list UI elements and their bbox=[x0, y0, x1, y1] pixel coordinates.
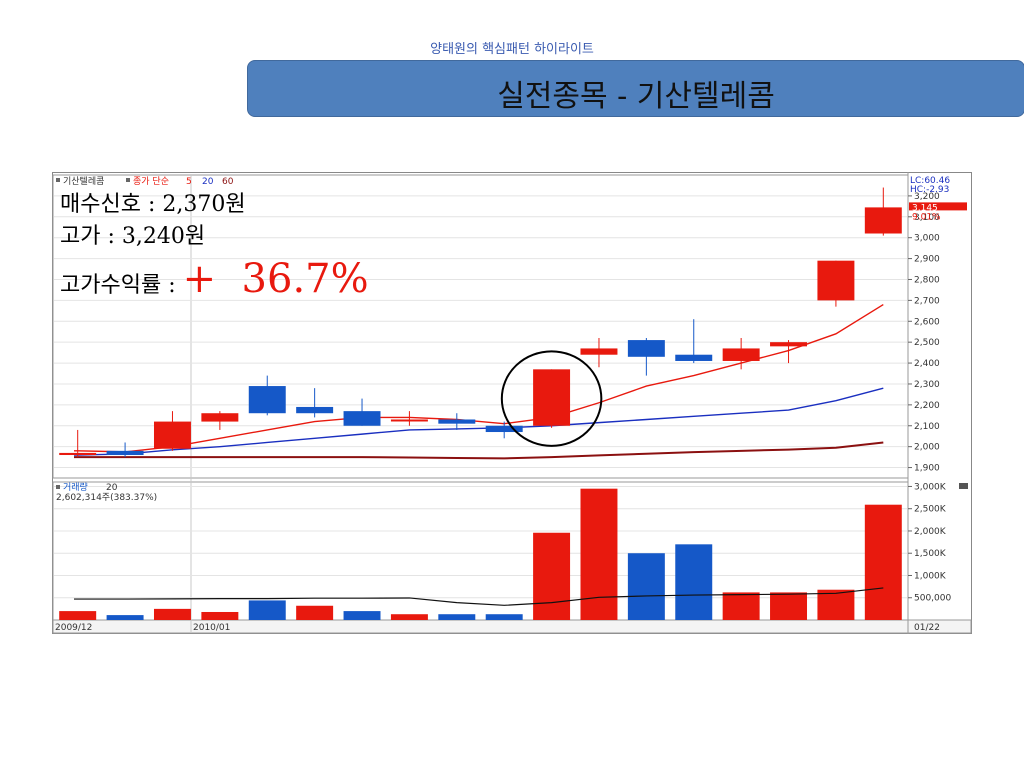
candle-body bbox=[675, 354, 713, 361]
volume-tick-label: 2,000K bbox=[914, 527, 947, 537]
price-tick-label: 2,000 bbox=[914, 443, 940, 453]
legend-marker-icon bbox=[56, 178, 60, 182]
candle-body bbox=[627, 340, 665, 357]
candle-body bbox=[390, 419, 428, 422]
volume-bar bbox=[722, 592, 760, 620]
volume-bar bbox=[485, 614, 523, 620]
slide-subtitle: 양태원의 핵심패턴 하이라이트 bbox=[430, 42, 594, 57]
stock-chart: 3,200 3,100 3,000 2,900 2,800 2,700 2,600 2,500… bbox=[52, 172, 972, 634]
volume-bar bbox=[296, 605, 334, 620]
price-tick-label: 2,500 bbox=[914, 338, 940, 348]
price-tick-label: 2,200 bbox=[914, 401, 940, 411]
price-tick-label: 2,400 bbox=[914, 359, 940, 369]
slide-title-box: 실전종목 - 기산텔레콤 bbox=[247, 60, 1024, 117]
candle-body bbox=[817, 260, 855, 301]
legend-ma-marker-icon bbox=[126, 178, 130, 182]
candle-body bbox=[296, 406, 334, 414]
legend-ma20: 20 bbox=[202, 177, 214, 187]
buy-signal-circle bbox=[500, 350, 603, 447]
date-label-month: 2010/01 bbox=[193, 623, 230, 633]
volume-legend-value: 2,602,314주(383.37%) bbox=[56, 492, 157, 503]
slide-title: 실전종목 - 기산텔레콤 bbox=[497, 79, 775, 114]
price-tick-label: 3,000 bbox=[914, 234, 940, 244]
price-tick-label: 2,300 bbox=[914, 380, 940, 390]
volume-bar bbox=[580, 488, 618, 620]
candle-body bbox=[864, 207, 902, 234]
volume-bar bbox=[201, 611, 239, 620]
volume-panel bbox=[52, 481, 909, 621]
return-rate-value: + 36.7% bbox=[182, 256, 369, 302]
price-tick-label: 2,700 bbox=[914, 296, 940, 306]
volume-bar bbox=[343, 611, 381, 620]
volume-bar bbox=[390, 614, 428, 620]
panel-toggle-icon[interactable] bbox=[959, 483, 968, 489]
volume-bar bbox=[675, 544, 713, 620]
price-axis-ticks: 3,200 3,100 3,000 2,900 2,800 2,700 2,600 2,500… bbox=[908, 192, 940, 474]
legend-ma-label: 종가 단순 bbox=[133, 176, 169, 187]
volume-legend-name: 거래량 bbox=[63, 481, 88, 493]
volume-bar bbox=[627, 553, 665, 620]
hc-label: HC:-2.93 bbox=[910, 185, 949, 195]
volume-bar bbox=[864, 504, 902, 620]
candle-body bbox=[343, 411, 381, 426]
price-tick-label: 2,600 bbox=[914, 317, 940, 327]
volume-tick-label: 1,500K bbox=[914, 549, 947, 559]
price-tick-label: 3,200 bbox=[914, 192, 940, 202]
volume-bar bbox=[817, 589, 855, 620]
volume-tick-label: 1,000K bbox=[914, 571, 947, 581]
volume-bar bbox=[438, 614, 476, 620]
price-tick-label: 2,900 bbox=[914, 255, 940, 265]
volume-bar bbox=[533, 532, 571, 620]
volume-bars bbox=[59, 488, 902, 620]
current-price-tag bbox=[909, 202, 967, 211]
volume-bar bbox=[59, 611, 97, 620]
volume-tick-label: 3,000K bbox=[914, 482, 947, 492]
volume-bar bbox=[248, 600, 286, 620]
price-gridlines bbox=[54, 195, 907, 469]
candle-body bbox=[438, 419, 476, 424]
volume-legend-period: 20 bbox=[106, 483, 118, 493]
candle-body bbox=[722, 348, 760, 361]
legend-ma60: 60 bbox=[222, 177, 234, 187]
price-change-percent: 9.01% bbox=[912, 212, 941, 222]
candle-body bbox=[485, 425, 523, 433]
volume-tick-label: 2,500K bbox=[914, 505, 947, 515]
candle-body bbox=[59, 452, 97, 456]
price-tick-label: 1,900 bbox=[914, 464, 940, 474]
candle-body bbox=[106, 450, 144, 456]
volume-legend-marker-icon bbox=[56, 485, 60, 489]
candle-body bbox=[533, 369, 571, 426]
volume-gridlines bbox=[54, 485, 907, 599]
candle-body bbox=[580, 348, 618, 355]
candlesticks bbox=[59, 187, 902, 458]
price-panel bbox=[52, 174, 909, 479]
ma60-line bbox=[74, 441, 884, 460]
volume-ma20-line bbox=[74, 587, 884, 606]
lc-label: LC:60.46 bbox=[910, 176, 950, 186]
high-price-text: 고가 : 3,240원 bbox=[60, 224, 206, 249]
date-label-start: 2009/12 bbox=[55, 623, 92, 633]
legend-stock-name: 기산텔레콤 bbox=[63, 175, 104, 187]
candle-body bbox=[201, 413, 239, 422]
volume-tick-label: 500,000 bbox=[914, 594, 951, 604]
date-label-end: 01/22 bbox=[914, 623, 940, 633]
price-tick-label: 2,800 bbox=[914, 275, 940, 285]
price-tick-label: 2,100 bbox=[914, 422, 940, 432]
stock-chart-window: 3,200 3,100 3,000 2,900 2,800 2,700 2,600 2,500… bbox=[52, 172, 972, 634]
candle-body bbox=[770, 342, 808, 347]
candle-body bbox=[248, 386, 286, 414]
volume-axis-ticks: 3,000K 2,500K 2,000K 1,500K 1,000K 500,000 bbox=[908, 482, 951, 604]
current-price-value: 3,145 bbox=[912, 203, 938, 213]
price-tick-label: 3,100 bbox=[914, 213, 940, 223]
volume-bar bbox=[770, 592, 808, 620]
legend-ma5: 5 bbox=[186, 177, 192, 187]
return-rate-row: 고가수익률 : + 36.7% bbox=[60, 256, 369, 302]
buy-signal-text: 매수신호 : 2,370원 bbox=[60, 192, 246, 217]
candle-body bbox=[153, 421, 191, 449]
return-rate-label: 고가수익률 : bbox=[60, 273, 183, 298]
volume-bar bbox=[106, 615, 144, 620]
volume-bar bbox=[153, 608, 191, 620]
